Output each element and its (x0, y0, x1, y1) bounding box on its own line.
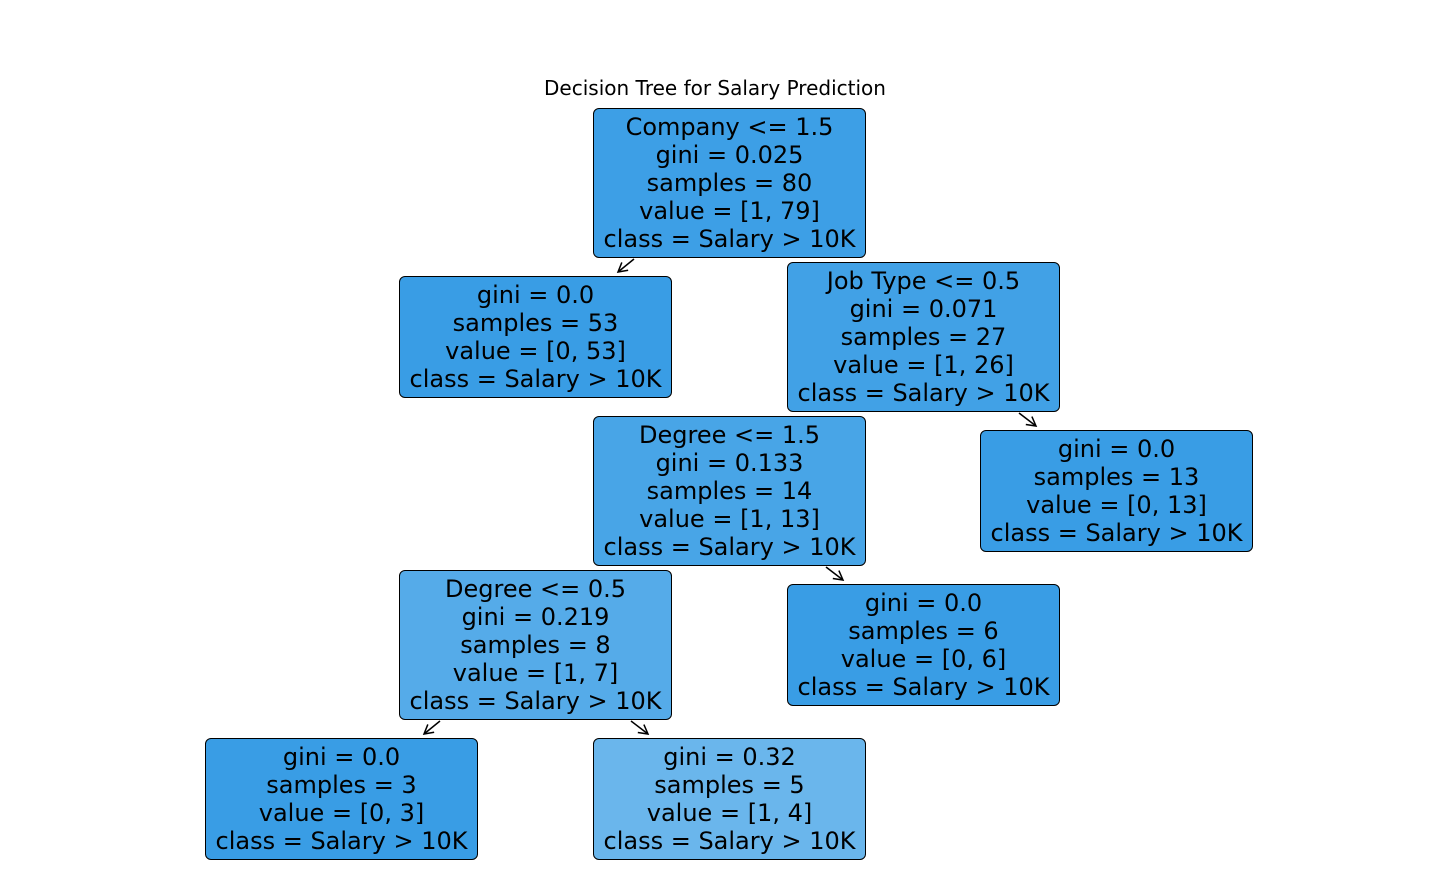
node-samples: samples = 6 (848, 617, 999, 645)
node-value: value = [1, 7] (452, 659, 619, 687)
node-gini: gini = 0.0 (1057, 435, 1176, 463)
node-value: value = [1, 4] (646, 799, 813, 827)
node-gini: gini = 0.32 (663, 743, 796, 771)
edge-jobtype-leaf13 (1018, 412, 1038, 427)
node-class: class = Salary > 10K (409, 365, 662, 393)
edge-root-leaf1 (616, 258, 635, 273)
node-split: Degree <= 0.5 (445, 575, 626, 603)
node-value: value = [1, 79] (639, 197, 820, 225)
node-class: class = Salary > 10K (603, 827, 856, 855)
tree-node-job-type: Job Type <= 0.5 gini = 0.071 samples = 2… (787, 262, 1060, 412)
tree-node-degree-0-5: Degree <= 0.5 gini = 0.219 samples = 8 v… (399, 570, 672, 720)
node-value: value = [1, 13] (639, 505, 820, 533)
node-samples: samples = 27 (840, 323, 1007, 351)
node-split: Degree <= 1.5 (639, 421, 820, 449)
node-gini: gini = 0.0 (476, 281, 595, 309)
node-samples: samples = 3 (266, 771, 417, 799)
tree-node-leaf-5: gini = 0.32 samples = 5 value = [1, 4] c… (593, 738, 866, 860)
edge-degree05-leaf5 (630, 720, 650, 735)
node-class: class = Salary > 10K (409, 687, 662, 715)
node-samples: samples = 5 (654, 771, 805, 799)
node-split: Company <= 1.5 (625, 113, 834, 141)
tree-node-leaf-3: gini = 0.0 samples = 3 value = [0, 3] cl… (205, 738, 478, 860)
tree-node-leaf-53: gini = 0.0 samples = 53 value = [0, 53] … (399, 276, 672, 398)
node-gini: gini = 0.0 (864, 589, 983, 617)
node-class: class = Salary > 10K (215, 827, 468, 855)
node-gini: gini = 0.133 (655, 449, 804, 477)
node-value: value = [1, 26] (833, 351, 1014, 379)
tree-node-leaf-6: gini = 0.0 samples = 6 value = [0, 6] cl… (787, 584, 1060, 706)
node-samples: samples = 14 (646, 477, 813, 505)
node-class: class = Salary > 10K (603, 225, 856, 253)
tree-node-leaf-13: gini = 0.0 samples = 13 value = [0, 13] … (980, 430, 1253, 552)
node-class: class = Salary > 10K (797, 379, 1050, 407)
edge-degree05-leaf3 (422, 720, 441, 735)
node-samples: samples = 8 (460, 631, 611, 659)
node-value: value = [0, 53] (445, 337, 626, 365)
node-gini: gini = 0.071 (849, 295, 998, 323)
diagram-title: Decision Tree for Salary Prediction (544, 76, 886, 100)
node-class: class = Salary > 10K (990, 519, 1243, 547)
node-samples: samples = 13 (1033, 463, 1200, 491)
node-gini: gini = 0.219 (461, 603, 610, 631)
node-split: Job Type <= 0.5 (826, 267, 1021, 295)
node-gini: gini = 0.0 (282, 743, 401, 771)
node-value: value = [0, 6] (840, 645, 1007, 673)
node-class: class = Salary > 10K (603, 533, 856, 561)
edge-degree15-leaf6 (825, 566, 845, 581)
node-samples: samples = 53 (452, 309, 619, 337)
node-value: value = [0, 13] (1026, 491, 1207, 519)
node-value: value = [0, 3] (258, 799, 425, 827)
node-samples: samples = 80 (646, 169, 813, 197)
tree-node-root: Company <= 1.5 gini = 0.025 samples = 80… (593, 108, 866, 258)
node-gini: gini = 0.025 (655, 141, 804, 169)
node-class: class = Salary > 10K (797, 673, 1050, 701)
tree-node-degree-1-5: Degree <= 1.5 gini = 0.133 samples = 14 … (593, 416, 866, 566)
